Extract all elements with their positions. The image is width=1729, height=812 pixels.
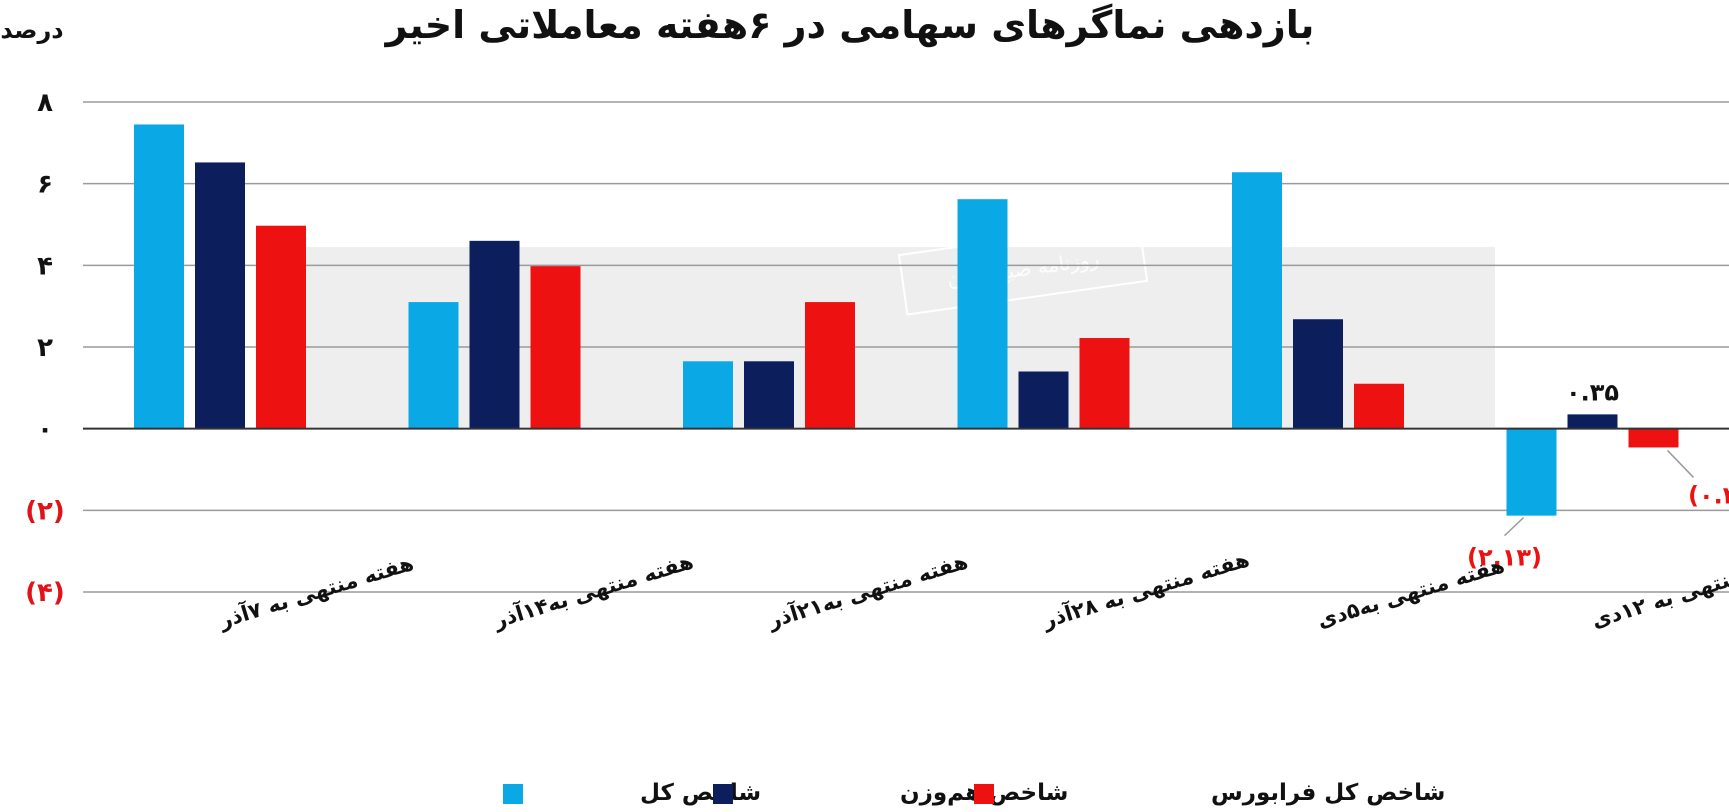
y-tick-label: (۲) — [25, 496, 65, 526]
x-tick-label: هفته منتهی به۵دی — [1314, 553, 1507, 633]
data-label-leader — [1503, 517, 1525, 537]
y-tick-label: ۶ — [37, 170, 53, 200]
data-labels: (۲.۱۳) ۰.۳۵ (۰.۴۶) — [1467, 378, 1729, 571]
bar — [957, 199, 1008, 429]
bar — [469, 240, 520, 429]
watermark-box — [897, 220, 1149, 316]
x-tick-label: هفته منتهی به ۱۲دی — [1589, 547, 1729, 633]
bar — [256, 225, 306, 429]
y-tick-label: ۲ — [37, 333, 53, 363]
legend-swatch — [974, 784, 994, 804]
legend-swatch — [503, 784, 523, 804]
x-tick-label: هفته منتهی به ۲۸آذر — [1039, 546, 1252, 633]
y-tick-label: (۴) — [25, 578, 65, 608]
bar — [1354, 383, 1404, 429]
bar — [1628, 428, 1679, 448]
bar — [744, 361, 794, 429]
bar — [1232, 172, 1282, 429]
category-labels: هفته منتهی به ۷آذر هفته منتهی به۱۴آذرهفته… — [215, 546, 1729, 633]
data-label: ۰.۳۵ — [1566, 378, 1619, 406]
chart-title: بازدهی نماگرهای سهامی در ۶هفته معاملاتی … — [384, 3, 1315, 47]
data-label-leader — [1666, 449, 1695, 478]
bar — [530, 266, 581, 429]
legend: شاخص کل شاخص هم‌وزن شاخص کل فرابورس — [503, 780, 1445, 806]
data-label: (۰.۴۶) — [1688, 481, 1729, 509]
legend-swatch — [713, 784, 733, 804]
bar — [408, 302, 459, 429]
bar — [1079, 338, 1130, 429]
y-axis-ticks: ۸ ۶ ۴ ۲ ۰ (۲) (۴) — [25, 88, 65, 608]
bar — [134, 124, 184, 429]
x-tick-label: هفته منتهی به۱۴آذر — [490, 548, 696, 633]
gridlines — [83, 101, 1729, 593]
x-tick-label: هفته منتهی به۲۱آذر — [764, 548, 970, 633]
bar — [1018, 371, 1069, 429]
legend-label: شاخص کل فرابورس — [1211, 780, 1445, 806]
y-tick-label: ۴ — [37, 251, 53, 281]
y-tick-label: ۸ — [37, 88, 53, 118]
bar — [805, 302, 855, 429]
bar — [1293, 319, 1343, 429]
bar — [1567, 414, 1618, 429]
bar — [1506, 428, 1557, 516]
legend-label: شاخص کل — [640, 780, 761, 806]
y-tick-label: ۰ — [37, 415, 53, 445]
data-label: (۲.۱۳) — [1467, 544, 1542, 572]
bar — [683, 361, 733, 429]
bars — [134, 124, 1679, 516]
bar — [195, 162, 245, 429]
y-axis-unit-label: درصد — [0, 16, 63, 44]
